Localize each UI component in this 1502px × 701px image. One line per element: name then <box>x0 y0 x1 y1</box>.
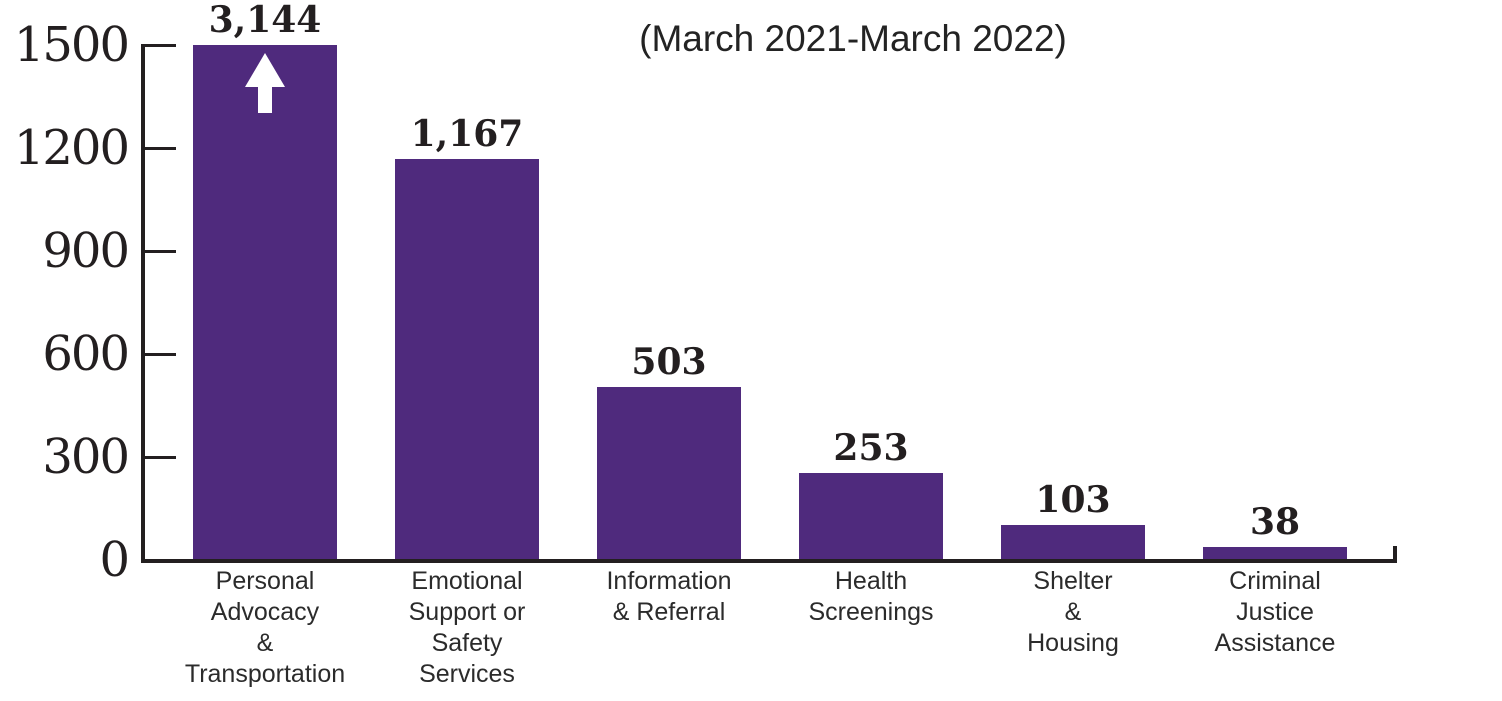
y-axis-tick <box>144 455 176 459</box>
bar-value-label: 3,144 <box>208 0 322 41</box>
y-axis-tick-label: 300 <box>42 429 130 485</box>
bar-category-label-line: Assistance <box>1214 629 1336 657</box>
bar-category-label: Shelter & Housing <box>963 566 1183 659</box>
bar-category-label-line: & <box>256 629 274 657</box>
bar-value-label: 503 <box>631 341 707 384</box>
bar <box>395 159 539 562</box>
bar-category-label-line: Advocacy <box>210 598 320 626</box>
bar-category-label-line: Support or <box>408 598 526 626</box>
bar-category-label-line: & Referral <box>612 598 726 626</box>
y-axis-line <box>141 44 145 563</box>
y-axis-tick-label: 600 <box>42 326 130 382</box>
y-axis-tick-label: 1200 <box>13 120 130 176</box>
chart-title: (March 2021-March 2022) <box>639 18 1067 59</box>
y-axis-tick-label: 1500 <box>13 17 130 73</box>
bar <box>1001 524 1145 562</box>
bar-category-label: Information & Referral <box>559 566 779 628</box>
bar-category-label-line: Housing <box>1027 629 1119 657</box>
bar <box>597 387 741 562</box>
x-axis-end-tick <box>1393 546 1397 560</box>
bar-value-label: 38 <box>1249 500 1301 543</box>
y-axis-tick <box>144 43 176 47</box>
bar-category-label: Personal Advocacy & Transportation <box>155 566 375 690</box>
bar-category-label-line: Transportation <box>184 660 346 688</box>
y-axis-tick-label: 0 <box>99 532 130 588</box>
x-axis-line <box>141 559 1397 563</box>
bar-value-label: 1,167 <box>410 113 524 156</box>
bar-category-label-line: Criminal <box>1229 567 1321 595</box>
bar-category-label: Criminal Justice Assistance <box>1165 566 1385 659</box>
y-axis-tick <box>144 146 176 150</box>
bar <box>1203 546 1347 562</box>
bar-category-label-line: Emotional <box>411 567 523 595</box>
y-axis-tick <box>144 352 176 356</box>
bar-category-label-line: Safety <box>431 629 503 657</box>
bar <box>799 473 943 562</box>
bar-category-label-line: Justice <box>1236 598 1314 626</box>
bar-category-label-line: Screenings <box>808 598 934 626</box>
bar-value-label: 253 <box>833 427 909 470</box>
bar-category-label-line: Shelter <box>1033 567 1113 595</box>
bar-value-label: 103 <box>1035 478 1111 521</box>
bar-category-label-line: Health <box>834 567 908 595</box>
y-axis-tick <box>144 249 176 253</box>
bar-category-label: Emotional Support or Safety Services <box>357 566 577 690</box>
arrow-up-icon <box>245 53 285 118</box>
bar-category-label: Health Screenings <box>761 566 981 628</box>
bar-category-label-line: Personal <box>215 567 315 595</box>
bar-category-label-line: & <box>1064 598 1082 626</box>
bar-category-label-line: Services <box>419 660 515 688</box>
bar-category-label-line: Information <box>606 567 732 595</box>
y-axis-tick-label: 900 <box>42 223 130 279</box>
bar <box>193 45 337 562</box>
